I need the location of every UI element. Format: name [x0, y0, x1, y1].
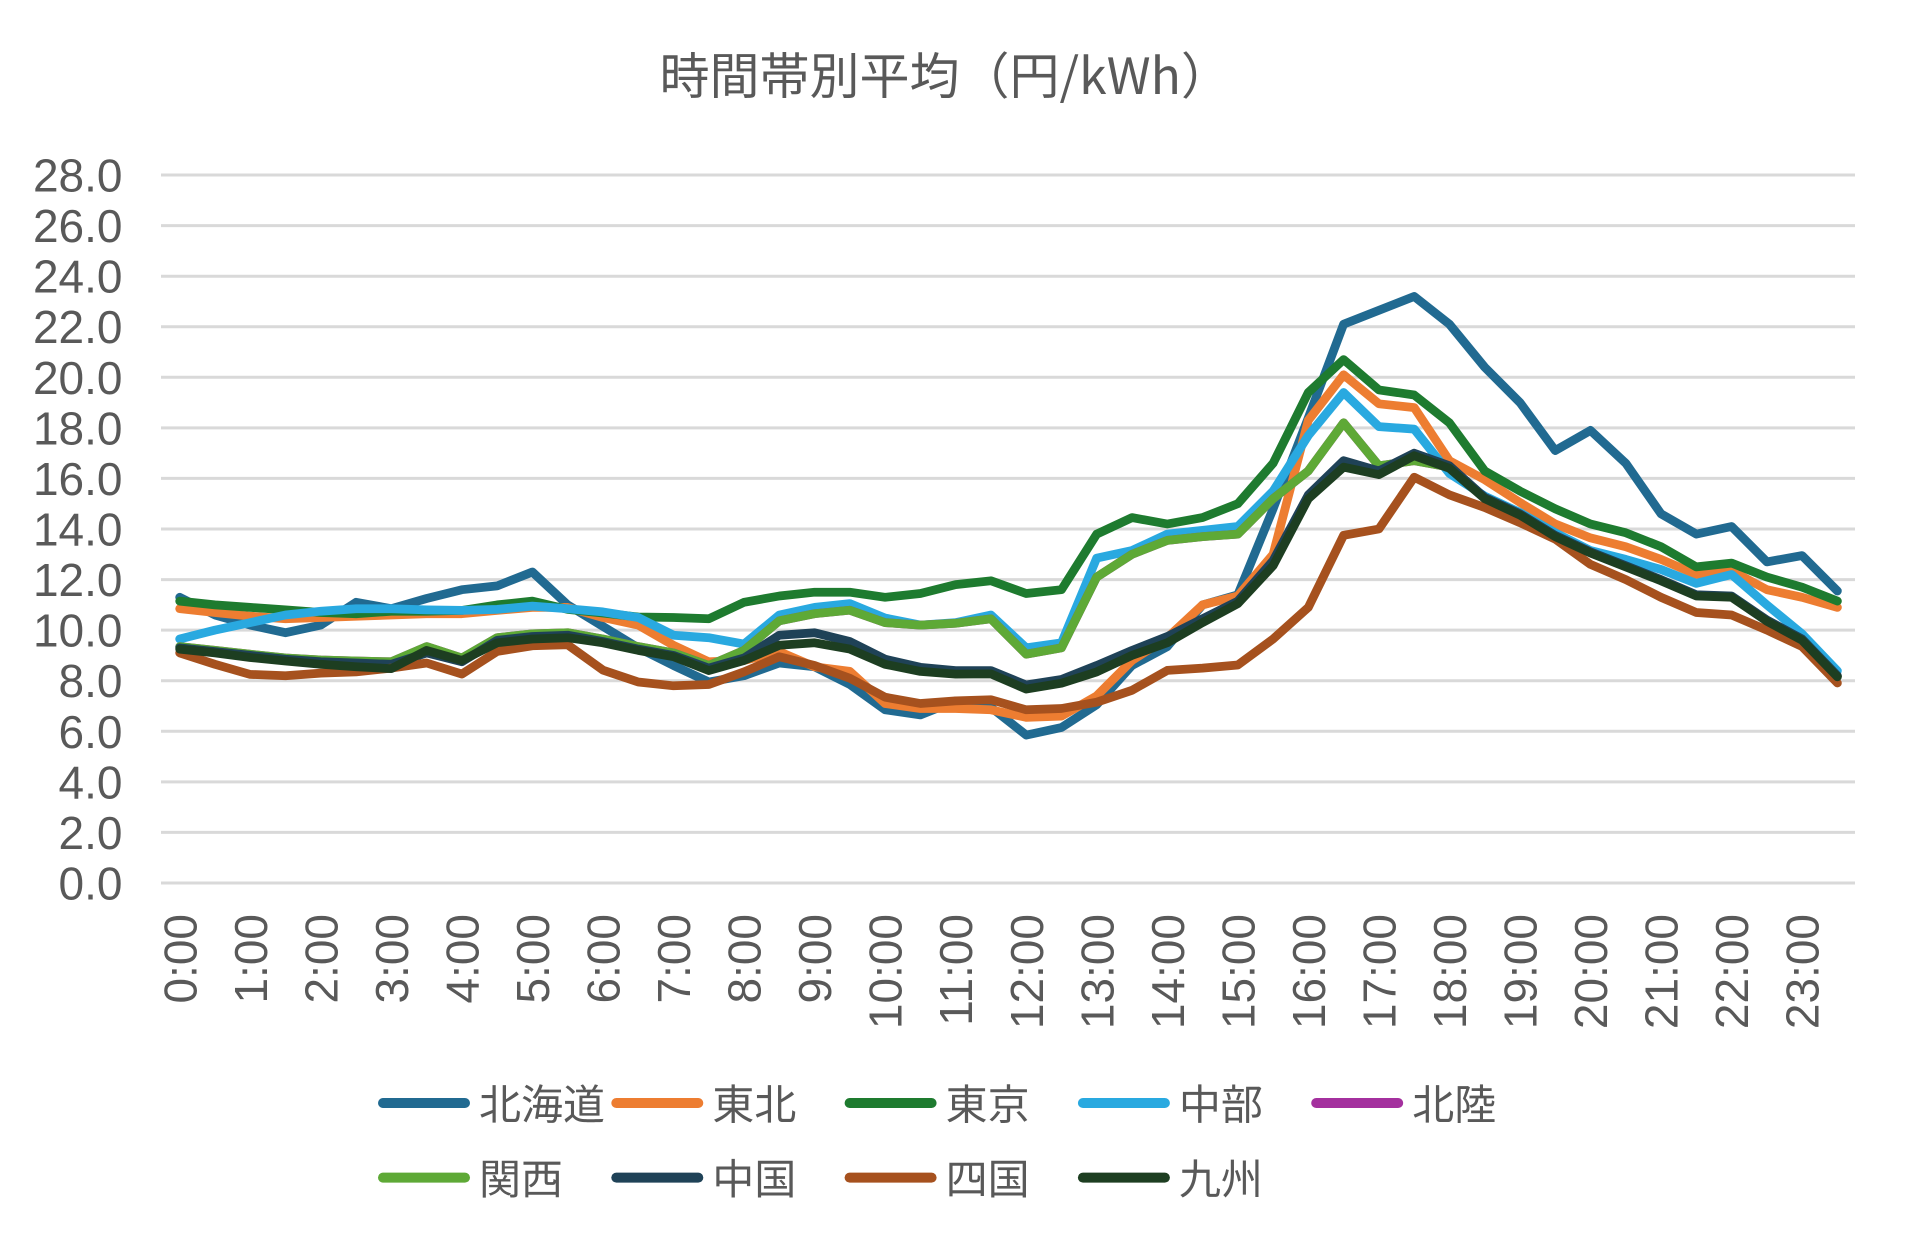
svg-text:20:00: 20:00	[1565, 914, 1617, 1029]
svg-text:22:00: 22:00	[1706, 914, 1758, 1029]
svg-text:22.0: 22.0	[33, 301, 123, 353]
svg-text:3:00: 3:00	[366, 914, 418, 1004]
svg-text:6.0: 6.0	[59, 706, 123, 758]
svg-text:21:00: 21:00	[1636, 914, 1688, 1029]
svg-text:12:00: 12:00	[1001, 914, 1053, 1029]
svg-text:12.0: 12.0	[33, 554, 123, 606]
svg-text:16.0: 16.0	[33, 453, 123, 505]
svg-text:14:00: 14:00	[1142, 914, 1194, 1029]
svg-text:9:00: 9:00	[789, 914, 841, 1004]
svg-text:4.0: 4.0	[59, 756, 123, 808]
svg-text:2.0: 2.0	[59, 807, 123, 859]
svg-text:19:00: 19:00	[1495, 914, 1547, 1029]
svg-text:28.0: 28.0	[33, 150, 123, 202]
svg-text:8.0: 8.0	[59, 655, 123, 707]
svg-text:26.0: 26.0	[33, 200, 123, 252]
svg-text:11:00: 11:00	[930, 914, 982, 1026]
svg-text:16:00: 16:00	[1283, 914, 1335, 1029]
svg-text:10.0: 10.0	[33, 605, 123, 657]
svg-text:8:00: 8:00	[719, 914, 771, 1004]
svg-text:18.0: 18.0	[33, 402, 123, 454]
svg-text:23:00: 23:00	[1777, 914, 1829, 1029]
svg-text:20.0: 20.0	[33, 352, 123, 404]
svg-text:7:00: 7:00	[648, 914, 700, 1004]
svg-text:0:00: 0:00	[154, 914, 206, 1004]
svg-text:15:00: 15:00	[1212, 914, 1264, 1029]
svg-text:5:00: 5:00	[507, 914, 559, 1004]
svg-text:1:00: 1:00	[225, 914, 277, 1004]
svg-text:6:00: 6:00	[578, 914, 630, 1004]
svg-text:4:00: 4:00	[437, 914, 489, 1004]
svg-text:24.0: 24.0	[33, 251, 123, 303]
svg-text:14.0: 14.0	[33, 504, 123, 556]
svg-text:0.0: 0.0	[59, 858, 123, 910]
svg-text:10:00: 10:00	[860, 914, 912, 1029]
svg-text:18:00: 18:00	[1424, 914, 1476, 1029]
svg-text:2:00: 2:00	[295, 914, 347, 1004]
svg-text:17:00: 17:00	[1354, 914, 1406, 1029]
svg-text:13:00: 13:00	[1071, 914, 1123, 1029]
